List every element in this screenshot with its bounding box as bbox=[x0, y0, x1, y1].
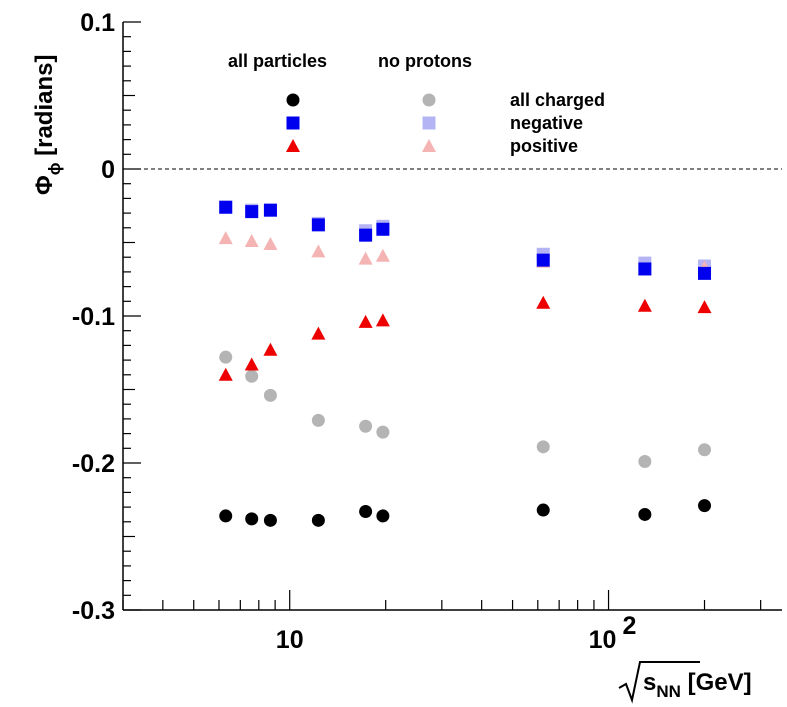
data-point bbox=[698, 499, 712, 513]
data-point bbox=[219, 200, 233, 214]
data-point bbox=[219, 509, 233, 523]
data-point bbox=[245, 512, 259, 526]
legend-column-no-protons: no protons bbox=[378, 51, 472, 71]
data-point bbox=[376, 509, 390, 523]
x-axis-title: sNN [GeV] bbox=[618, 661, 752, 704]
data-point bbox=[245, 205, 259, 219]
y-axis-unit: [radians] bbox=[31, 55, 58, 156]
data-point bbox=[263, 342, 278, 356]
data-point bbox=[698, 266, 712, 280]
data-point bbox=[219, 350, 233, 364]
y-tick-label: -0.1 bbox=[72, 303, 115, 331]
legend-marker-all-particles bbox=[286, 93, 300, 107]
data-points bbox=[218, 200, 712, 527]
data-point bbox=[536, 295, 551, 309]
data-point bbox=[697, 300, 712, 314]
data-point bbox=[375, 248, 390, 262]
legend-column-all-particles: all particles bbox=[228, 51, 327, 71]
y-tick-label: 0.1 bbox=[80, 9, 115, 37]
x-axis-unit: [GeV] bbox=[688, 669, 752, 696]
data-point bbox=[263, 513, 277, 527]
svg-text:sNN [GeV]: sNN [GeV] bbox=[643, 669, 752, 701]
series-all-particles-all-charged bbox=[219, 499, 712, 527]
data-point bbox=[376, 222, 390, 236]
svg-text:Φϕ [radians]: Φϕ [radians] bbox=[31, 55, 64, 195]
data-point bbox=[638, 455, 652, 469]
data-point bbox=[263, 203, 277, 217]
data-point bbox=[536, 253, 550, 267]
data-point bbox=[359, 505, 373, 519]
data-point bbox=[698, 443, 712, 457]
data-point bbox=[358, 251, 373, 265]
series-no-protons-negative bbox=[219, 200, 712, 273]
series-no-protons-positive bbox=[218, 231, 712, 275]
legend-marker-no-protons bbox=[422, 93, 436, 107]
data-point bbox=[536, 503, 550, 517]
legend-entry: all charged bbox=[510, 90, 605, 110]
data-point bbox=[638, 262, 652, 276]
data-point bbox=[311, 244, 326, 258]
y-tick-label: -0.2 bbox=[72, 450, 115, 478]
data-point bbox=[311, 218, 325, 232]
legend-marker-no-protons bbox=[422, 139, 436, 152]
legend-entry: positive bbox=[510, 136, 578, 156]
data-point bbox=[358, 314, 373, 328]
y-axis-subscript: ϕ bbox=[45, 162, 64, 175]
x-axis-subscript: NN bbox=[656, 682, 681, 701]
sqrt-symbol bbox=[618, 661, 700, 704]
data-point bbox=[375, 313, 390, 327]
data-point bbox=[263, 388, 277, 402]
data-point bbox=[245, 369, 259, 383]
plot-frame bbox=[122, 22, 782, 611]
data-point bbox=[638, 507, 652, 521]
y-tick-label: 0 bbox=[101, 156, 115, 184]
data-point bbox=[244, 234, 259, 248]
data-point bbox=[263, 236, 278, 250]
data-point bbox=[218, 231, 233, 245]
data-point bbox=[359, 228, 373, 242]
data-point bbox=[311, 413, 325, 427]
y-axis-title: Φϕ [radians] bbox=[31, 55, 64, 195]
y-axis-symbol: Φ bbox=[31, 175, 58, 195]
x-tick-label-10: 10 bbox=[276, 626, 304, 654]
data-point bbox=[359, 419, 373, 433]
legend: all particles no protons all charged negati… bbox=[228, 51, 605, 156]
data-point bbox=[311, 326, 326, 340]
legend-marker-all-particles bbox=[286, 116, 300, 130]
series-all-particles-positive bbox=[218, 295, 712, 381]
data-point bbox=[244, 357, 259, 371]
data-point bbox=[536, 440, 550, 454]
legend-marker-all-particles bbox=[286, 139, 300, 152]
y-tick-label: -0.3 bbox=[72, 597, 115, 625]
series-no-protons-all-charged bbox=[219, 350, 712, 469]
data-point bbox=[637, 298, 652, 312]
data-point bbox=[311, 513, 325, 527]
y-tick-labels: 0.1 0 -0.1 -0.2 -0.3 bbox=[72, 9, 115, 625]
x-tick-labels: 10 10 2 bbox=[276, 612, 637, 654]
series-all-particles-negative bbox=[219, 200, 712, 280]
x-tick-label-100: 10 bbox=[589, 626, 617, 654]
data-point bbox=[376, 425, 390, 439]
x-axis-variable: s bbox=[643, 669, 656, 696]
x-tick-label-exponent: 2 bbox=[623, 612, 637, 640]
legend-marker-no-protons bbox=[422, 116, 436, 130]
y-axis-ticks bbox=[123, 21, 141, 611]
x-axis-ticks bbox=[122, 590, 762, 610]
data-point bbox=[218, 367, 233, 381]
legend-entry: negative bbox=[510, 113, 583, 133]
